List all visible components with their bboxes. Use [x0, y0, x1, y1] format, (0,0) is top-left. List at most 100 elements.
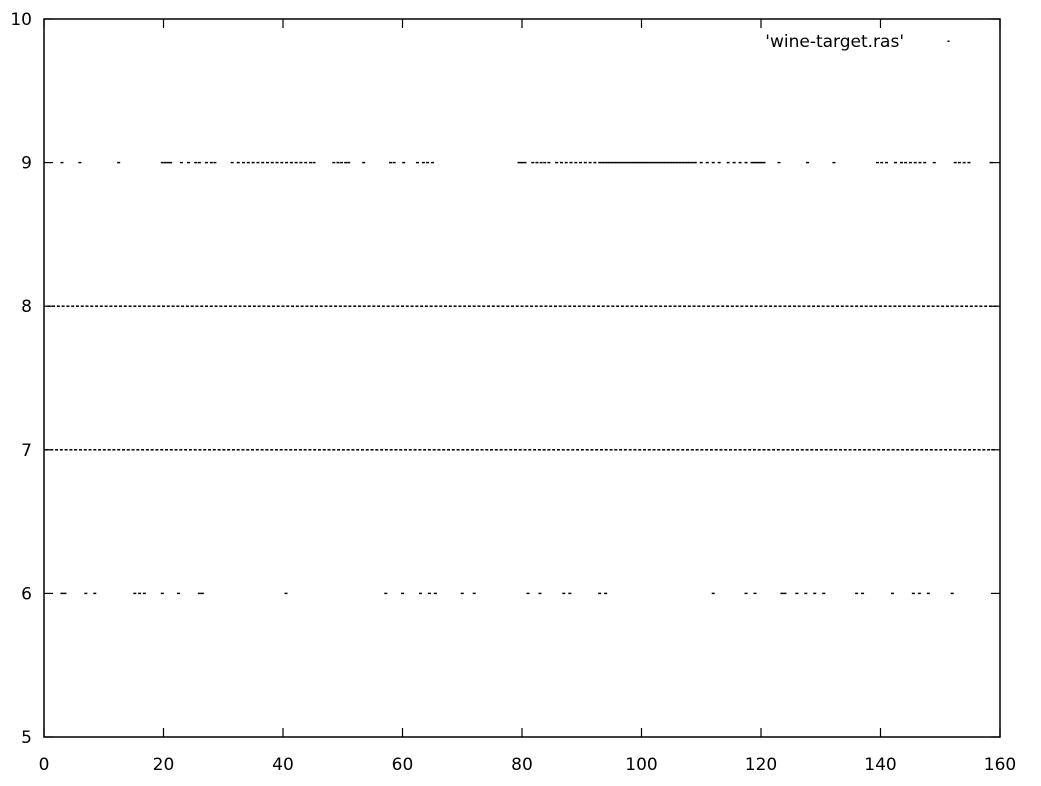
data-point: [640, 305, 643, 307]
data-point: [750, 161, 754, 164]
data-point: [347, 161, 351, 164]
data-point: [941, 305, 945, 307]
data-point: [209, 161, 213, 164]
data-point: [75, 305, 79, 307]
data-point: [279, 449, 283, 451]
data-point: [931, 305, 935, 307]
data-point: [917, 305, 921, 307]
data-point: [884, 161, 888, 164]
data-point: [246, 161, 250, 164]
data-point: [200, 592, 204, 595]
data-point: [410, 305, 414, 307]
data-point: [236, 161, 240, 164]
data-point: [510, 305, 514, 307]
data-point: [601, 161, 605, 164]
data-point: [936, 305, 940, 307]
data-point: [905, 449, 909, 451]
data-point: [829, 449, 833, 451]
data-point: [660, 161, 664, 164]
data-point: [549, 305, 553, 307]
data-point: [294, 161, 298, 164]
data-point: [907, 305, 911, 307]
data-point: [797, 305, 801, 307]
data-point: [582, 305, 586, 307]
data-point: [547, 449, 551, 451]
data-point: [160, 161, 164, 164]
data-point: [319, 305, 323, 307]
data-point: [918, 161, 922, 164]
data-point: [835, 305, 839, 307]
data-point: [460, 592, 464, 595]
data-point: [88, 449, 92, 451]
data-point: [759, 161, 763, 164]
data-point: [248, 305, 252, 307]
y-tick-label-4: 9: [21, 154, 32, 174]
data-point: [807, 305, 811, 307]
data-point: [236, 449, 240, 451]
data-point: [616, 161, 620, 164]
data-point: [628, 161, 632, 164]
data-point: [853, 449, 857, 451]
data-point: [804, 592, 808, 595]
data-point: [819, 449, 823, 451]
data-point: [429, 305, 433, 307]
data-point: [112, 449, 116, 451]
data-point: [117, 449, 121, 451]
y-tick-label-1: 6: [21, 584, 32, 604]
data-point: [702, 305, 706, 307]
data-point: [555, 161, 559, 164]
y-tick-label-0: 5: [21, 728, 32, 748]
data-point: [622, 161, 626, 164]
data-point: [542, 449, 546, 451]
data-point: [270, 449, 274, 451]
data-point: [432, 449, 436, 451]
data-point: [773, 305, 777, 307]
data-point: [547, 161, 551, 164]
data-point: [721, 305, 725, 307]
data-point: [877, 449, 881, 451]
data-point: [537, 449, 541, 451]
data-point: [901, 449, 905, 451]
data-point: [729, 449, 733, 451]
data-point: [788, 305, 792, 307]
data-point: [845, 305, 849, 307]
data-point: [874, 305, 878, 307]
data-point: [645, 161, 649, 164]
data-point: [391, 305, 395, 307]
data-point: [711, 592, 715, 595]
data-point: [138, 592, 142, 595]
data-point: [726, 305, 730, 307]
data-point: [308, 161, 312, 164]
data-point: [648, 161, 652, 164]
data-point: [372, 305, 376, 307]
data-point: [568, 305, 572, 307]
data-point: [684, 161, 688, 164]
data-point: [535, 161, 539, 164]
data-point: [424, 305, 428, 307]
data-point: [344, 161, 348, 164]
data-point: [275, 161, 279, 164]
data-point: [752, 449, 756, 451]
data-point: [490, 449, 494, 451]
data-point: [401, 305, 404, 307]
data-point: [399, 449, 403, 451]
data-point: [224, 305, 228, 307]
data-point: [439, 305, 443, 307]
data-point: [838, 449, 842, 451]
data-point: [194, 161, 198, 164]
data-point: [756, 161, 760, 164]
data-point: [588, 161, 592, 164]
data-point: [862, 449, 866, 451]
data-point: [974, 305, 978, 307]
data-point: [753, 161, 757, 164]
data-point: [444, 305, 448, 307]
data-point: [604, 161, 608, 164]
data-point: [573, 305, 577, 307]
data-point: [61, 305, 65, 307]
data-point: [867, 449, 871, 451]
data-point: [294, 449, 298, 451]
data-point: [528, 449, 532, 451]
data-point: [590, 449, 594, 451]
data-point: [169, 449, 173, 451]
data-point: [181, 305, 185, 307]
